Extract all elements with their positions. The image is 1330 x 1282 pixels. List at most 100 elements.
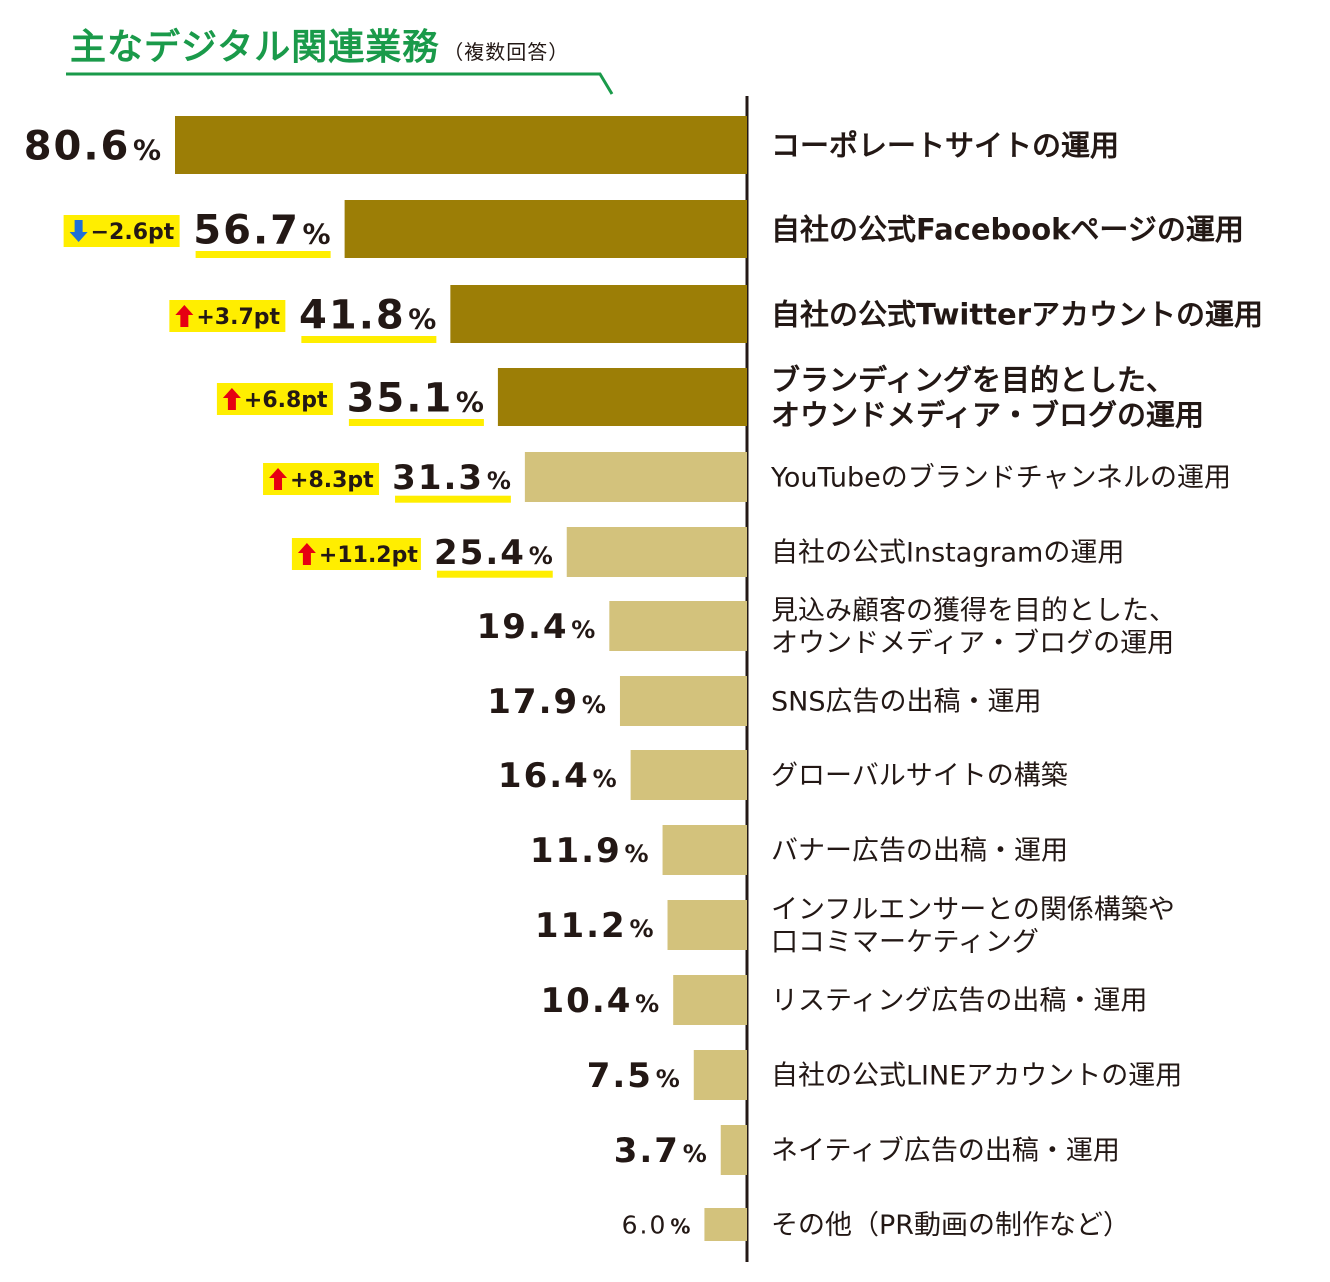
arrow-down-icon	[69, 220, 88, 242]
arrow-up-icon	[269, 468, 288, 490]
value-label: 3.7	[614, 1131, 680, 1171]
category-label: インフルエンサーとの関係構築や口コミマーケティング	[771, 894, 1175, 958]
category-label: 見込み顧客の獲得を目的とした、オウンドメディア・ブログの運用	[771, 595, 1176, 659]
change-badge	[169, 300, 286, 332]
category-label: ブランディングを目的とした、オウンドメディア・ブログの運用	[771, 363, 1204, 432]
change-label: +3.7pt	[196, 305, 280, 330]
arrow-up-icon	[222, 388, 241, 410]
category-label: 自社の公式Instagramの運用	[771, 538, 1124, 569]
bar	[693, 1050, 747, 1100]
category-label-line: その他（PR動画の制作など）	[771, 1210, 1130, 1241]
value-underline	[301, 336, 437, 343]
value-unit: %	[487, 467, 511, 495]
title-underline	[66, 72, 614, 95]
category-label-line: インフルエンサーとの関係構築や	[771, 894, 1175, 925]
chart-subtitle: （複数回答）	[443, 40, 570, 64]
value-unit: %	[529, 542, 553, 570]
category-label: バナー広告の出稿・運用	[771, 836, 1068, 867]
change-label: +8.3pt	[290, 468, 374, 493]
category-label: 自社の公式Facebookページの運用	[771, 212, 1244, 246]
bars-layer: %80.6 コーポレートサイトの運用%56.7−2.6pt 自社の公式Faceboo…	[24, 116, 1263, 1241]
value-label: 11.9	[530, 831, 622, 871]
value-label: 25.4	[434, 533, 526, 573]
value-label: 7.5	[587, 1056, 653, 1096]
value-unit: %	[582, 691, 606, 719]
bar	[524, 452, 747, 502]
bar	[344, 200, 747, 258]
change-badge	[216, 383, 333, 415]
category-label: グローバルサイトの構築	[771, 761, 1068, 792]
value-unit: %	[408, 302, 436, 335]
value-label: 6.0	[622, 1211, 668, 1240]
category-label: ネイティブ広告の出稿・運用	[771, 1136, 1120, 1167]
chart-title-text: 主なデジタル関連業務	[70, 27, 440, 68]
value-unit: %	[629, 915, 653, 943]
bar	[619, 676, 747, 726]
category-label-line: リスティング広告の出稿・運用	[771, 986, 1147, 1017]
bar	[175, 116, 747, 174]
value-label: 19.4	[477, 607, 569, 647]
value-label: 31.3	[392, 458, 484, 498]
bar	[630, 750, 747, 800]
category-label-line: オウンドメディア・ブログの運用	[771, 628, 1174, 659]
category-label-line: 自社の公式Twitterアカウントの運用	[771, 297, 1263, 331]
change-label: −2.6pt	[91, 220, 175, 245]
category-label-line: グローバルサイトの構築	[771, 761, 1068, 792]
category-label-line: 自社の公式LINEアカウントの運用	[771, 1061, 1182, 1092]
category-label: 自社の公式LINEアカウントの運用	[771, 1061, 1182, 1092]
value-label: 16.4	[498, 756, 590, 796]
category-label-line: コーポレートサイトの運用	[771, 128, 1119, 162]
change-badge	[263, 463, 380, 495]
bar	[673, 975, 747, 1025]
bar	[720, 1125, 747, 1175]
value-label: 17.9	[487, 682, 579, 722]
category-label-line: バナー広告の出稿・運用	[771, 836, 1068, 867]
bar	[704, 1208, 747, 1241]
category-label: その他（PR動画の制作など）	[771, 1210, 1130, 1241]
category-label-line: 見込み顧客の獲得を目的とした、	[771, 595, 1176, 626]
category-label-line: ブランディングを目的とした、	[771, 363, 1175, 397]
value-underline	[395, 495, 511, 503]
value-label: 80.6	[24, 123, 131, 169]
value-unit: %	[656, 1065, 680, 1093]
category-label-line: 自社の公式Instagramの運用	[771, 538, 1124, 569]
category-label: SNS広告の出稿・運用	[771, 687, 1041, 718]
category-label: 自社の公式Twitterアカウントの運用	[771, 297, 1263, 331]
bar	[497, 368, 747, 426]
value-unit: %	[571, 616, 595, 644]
category-label: YouTubeのブランドチャンネルの運用	[770, 463, 1231, 494]
value-unit: %	[593, 765, 617, 793]
value-unit: %	[670, 1215, 690, 1239]
value-unit: %	[683, 1140, 707, 1168]
change-label: +6.8pt	[244, 388, 328, 413]
bar	[609, 601, 747, 651]
category-label-line: YouTubeのブランドチャンネルの運用	[770, 463, 1231, 494]
value-unit: %	[303, 217, 331, 250]
bar	[662, 825, 747, 875]
change-label: +11.2pt	[319, 543, 418, 568]
value-label: 10.4	[541, 981, 633, 1021]
value-label: 56.7	[193, 207, 300, 253]
bar	[667, 900, 747, 950]
arrow-up-icon	[297, 543, 316, 565]
category-label-line: 口コミマーケティング	[771, 927, 1039, 958]
bar	[450, 285, 747, 343]
value-label: 41.8	[299, 292, 406, 338]
chart-title: 主なデジタル関連業務 （複数回答）	[70, 18, 569, 70]
value-unit: %	[133, 133, 161, 166]
category-label-line: ネイティブ広告の出稿・運用	[771, 1136, 1120, 1167]
category-label-line: 自社の公式Facebookページの運用	[771, 212, 1244, 246]
value-unit: %	[635, 990, 659, 1018]
value-underline	[348, 419, 484, 426]
change-badge	[291, 538, 421, 570]
category-label-line: SNS広告の出稿・運用	[771, 687, 1041, 718]
category-label-line: オウンドメディア・ブログの運用	[771, 398, 1204, 432]
value-unit: %	[456, 385, 484, 418]
value-label: 11.2	[535, 906, 627, 946]
category-label: リスティング広告の出稿・運用	[771, 986, 1147, 1017]
bar	[566, 527, 747, 577]
arrow-up-icon	[175, 305, 194, 327]
value-underline	[436, 570, 553, 578]
value-label: 35.1	[347, 375, 454, 421]
